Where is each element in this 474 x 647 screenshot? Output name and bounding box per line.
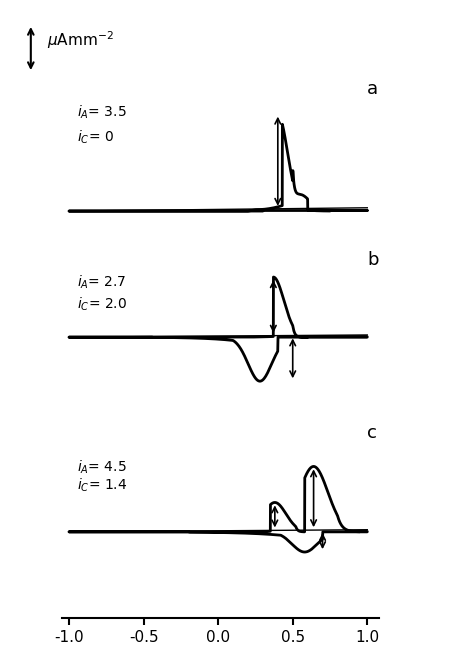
- Text: $i_A$= 2.7: $i_A$= 2.7: [76, 274, 125, 291]
- Text: $i_A$= 3.5: $i_A$= 3.5: [76, 104, 126, 122]
- Text: $\mu$Amm$^{-2}$: $\mu$Amm$^{-2}$: [47, 29, 114, 51]
- Text: a: a: [367, 80, 378, 98]
- Text: c: c: [367, 424, 377, 442]
- Text: b: b: [367, 250, 379, 269]
- Text: $i_C$= 0: $i_C$= 0: [76, 129, 113, 146]
- Text: $i_C$= 2.0: $i_C$= 2.0: [76, 296, 127, 313]
- Text: $i_A$= 4.5: $i_A$= 4.5: [76, 458, 126, 476]
- Text: $i_C$= 1.4: $i_C$= 1.4: [76, 477, 127, 494]
